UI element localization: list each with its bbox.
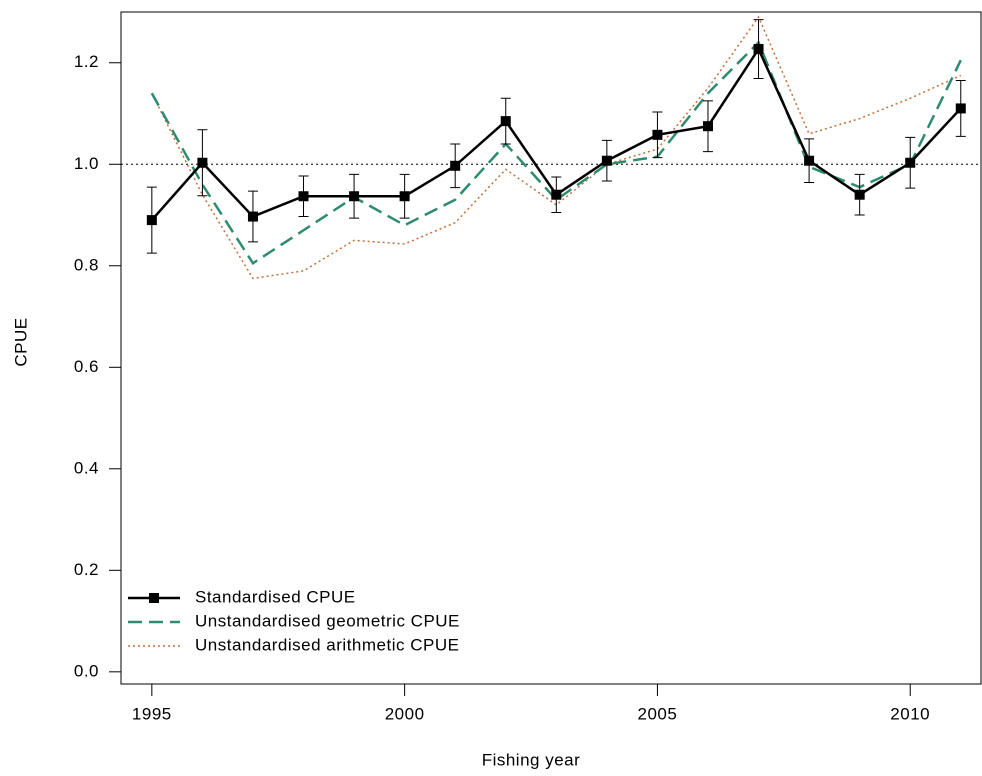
marker: [955, 103, 966, 114]
y-tick-label: 0.6: [74, 357, 99, 376]
x-axis-label: Fishing year: [482, 750, 581, 769]
marker: [652, 129, 663, 140]
legend-label: Unstandardised geometric CPUE: [195, 611, 460, 630]
y-tick-label: 0.2: [74, 560, 99, 579]
marker: [197, 157, 208, 168]
marker: [349, 191, 360, 202]
marker: [450, 160, 461, 171]
marker: [804, 155, 815, 166]
legend-marker: [149, 593, 159, 603]
marker: [601, 155, 612, 166]
x-tick-label: 2005: [638, 704, 678, 723]
y-axis-label: CPUE: [11, 317, 30, 366]
marker: [702, 121, 713, 132]
marker: [905, 157, 916, 168]
marker: [551, 189, 562, 200]
plot-frame: [120, 11, 982, 685]
marker: [753, 44, 764, 55]
x-tick-label: 2000: [385, 704, 425, 723]
marker: [247, 211, 258, 222]
y-tick-label: 1.2: [74, 52, 99, 71]
marker: [399, 191, 410, 202]
marker: [854, 189, 865, 200]
series-line: [151, 15, 962, 280]
x-tick-label: 2010: [890, 704, 930, 723]
y-tick-label: 0.0: [74, 661, 99, 680]
series-line: [150, 40, 962, 265]
marker: [298, 191, 309, 202]
marker: [500, 116, 511, 127]
y-tick-label: 1.0: [74, 154, 99, 173]
y-tick-label: 0.4: [74, 458, 99, 477]
legend-label: Standardised CPUE: [195, 587, 356, 606]
marker: [146, 215, 157, 226]
y-tick-label: 0.8: [74, 255, 99, 274]
x-tick-label: 1995: [132, 704, 172, 723]
legend-label: Unstandardised arithmetic CPUE: [195, 635, 459, 654]
